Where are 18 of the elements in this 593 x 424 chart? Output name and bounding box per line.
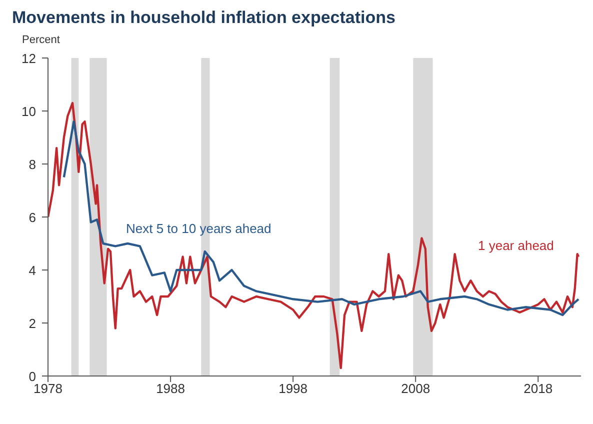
series-label: 1 year ahead	[478, 238, 554, 253]
line-series	[48, 102, 580, 370]
y-tick-label: 12	[22, 51, 36, 66]
x-tick-label: 2018	[524, 381, 553, 396]
y-tick-label: 0	[28, 369, 36, 384]
y-tick-label: 6	[28, 210, 36, 225]
series-label: Next 5 to 10 years ahead	[126, 221, 272, 236]
y-tick-label: 8	[28, 157, 36, 172]
y-axis-title: Percent	[22, 34, 61, 46]
y-tick-label: 10	[22, 104, 36, 119]
x-tick-label: 1978	[34, 381, 62, 396]
x-tick-label: 2008	[401, 381, 430, 396]
x-tick-label: 1998	[278, 381, 308, 396]
y-tick-label: 4	[28, 263, 36, 278]
x-tick-label: 1988	[156, 381, 185, 396]
line-series	[62, 120, 580, 316]
chart-title: Movements in household inflation expectations	[12, 8, 396, 28]
y-tick-label: 2	[28, 316, 36, 331]
